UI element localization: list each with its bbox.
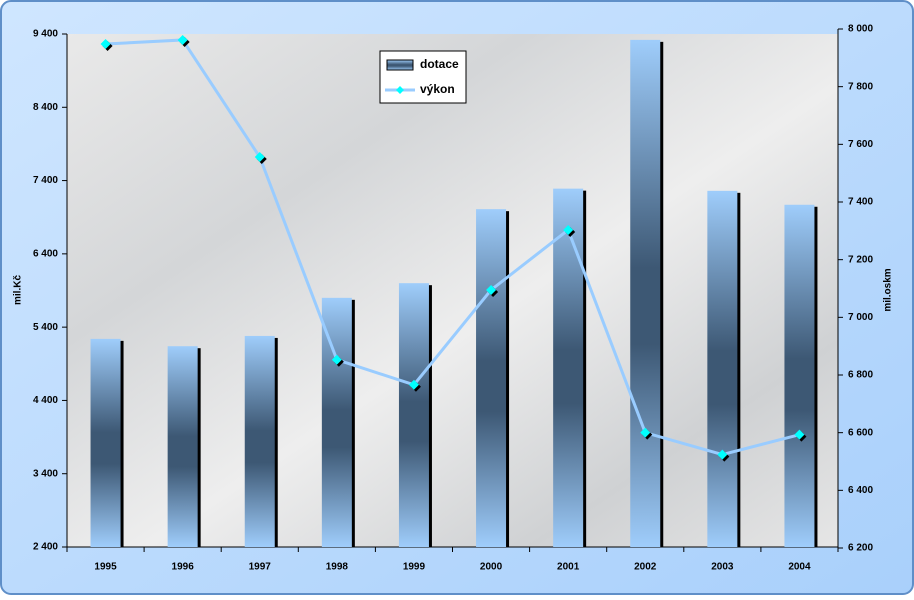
y2-tick-label: 8 000	[848, 24, 873, 35]
marker	[640, 427, 651, 438]
bar	[553, 188, 584, 547]
bar	[784, 204, 815, 547]
bar	[90, 338, 121, 547]
y-tick-label: 7 400	[33, 175, 58, 186]
y-tick-label: 5 400	[33, 322, 58, 333]
bar	[398, 283, 429, 547]
y-tick-label: 4 400	[33, 395, 58, 406]
bar	[630, 39, 661, 548]
bar	[244, 335, 275, 547]
bar	[707, 190, 738, 547]
x-tick-label: 2004	[788, 562, 811, 573]
y-tick-label: 9 400	[33, 29, 58, 40]
x-tick-label: 2000	[480, 562, 503, 573]
y-tick-label: 8 400	[33, 102, 58, 113]
bar	[476, 209, 507, 547]
x-tick-label: 2003	[711, 562, 734, 573]
marker	[563, 224, 574, 235]
y2-tick-label: 7 400	[848, 197, 873, 208]
y-tick-label: 2 400	[33, 542, 58, 553]
bar	[321, 297, 352, 547]
y-axis-label: mil.Kč	[13, 275, 24, 305]
y2-tick-label: 6 600	[848, 427, 873, 438]
y2-tick-label: 6 200	[848, 543, 873, 554]
legend-label: výkon	[420, 82, 455, 96]
marker	[100, 38, 111, 49]
y2-tick-label: 7 200	[848, 254, 873, 265]
y-tick-label: 3 400	[33, 468, 58, 479]
y2-axis-label: mil.oskm	[883, 268, 894, 311]
marker	[794, 429, 805, 440]
y2-tick-label: 6 400	[848, 485, 873, 496]
marker	[717, 449, 728, 460]
x-tick-label: 1996	[172, 562, 195, 573]
y2-tick-label: 7 000	[848, 312, 873, 323]
x-tick-label: 1997	[249, 562, 272, 573]
x-tick-label: 1995	[94, 562, 117, 573]
x-tick-label: 1998	[326, 562, 349, 573]
marker	[486, 284, 497, 295]
y2-tick-label: 7 800	[848, 81, 873, 92]
legend-swatch	[386, 59, 414, 71]
y-tick-label: 6 400	[33, 248, 58, 259]
bar	[167, 346, 198, 547]
line	[105, 38, 800, 457]
y2-tick-label: 6 800	[848, 370, 873, 381]
legend-marker	[396, 86, 404, 94]
legend-label: dotace	[420, 57, 459, 71]
y2-tick-label: 7 600	[848, 139, 873, 150]
x-tick-label: 1999	[403, 562, 426, 573]
x-tick-label: 2001	[557, 562, 580, 573]
marker	[254, 152, 265, 163]
marker	[331, 354, 342, 365]
marker	[177, 34, 188, 45]
x-tick-label: 2002	[634, 562, 657, 573]
marker	[408, 379, 419, 390]
